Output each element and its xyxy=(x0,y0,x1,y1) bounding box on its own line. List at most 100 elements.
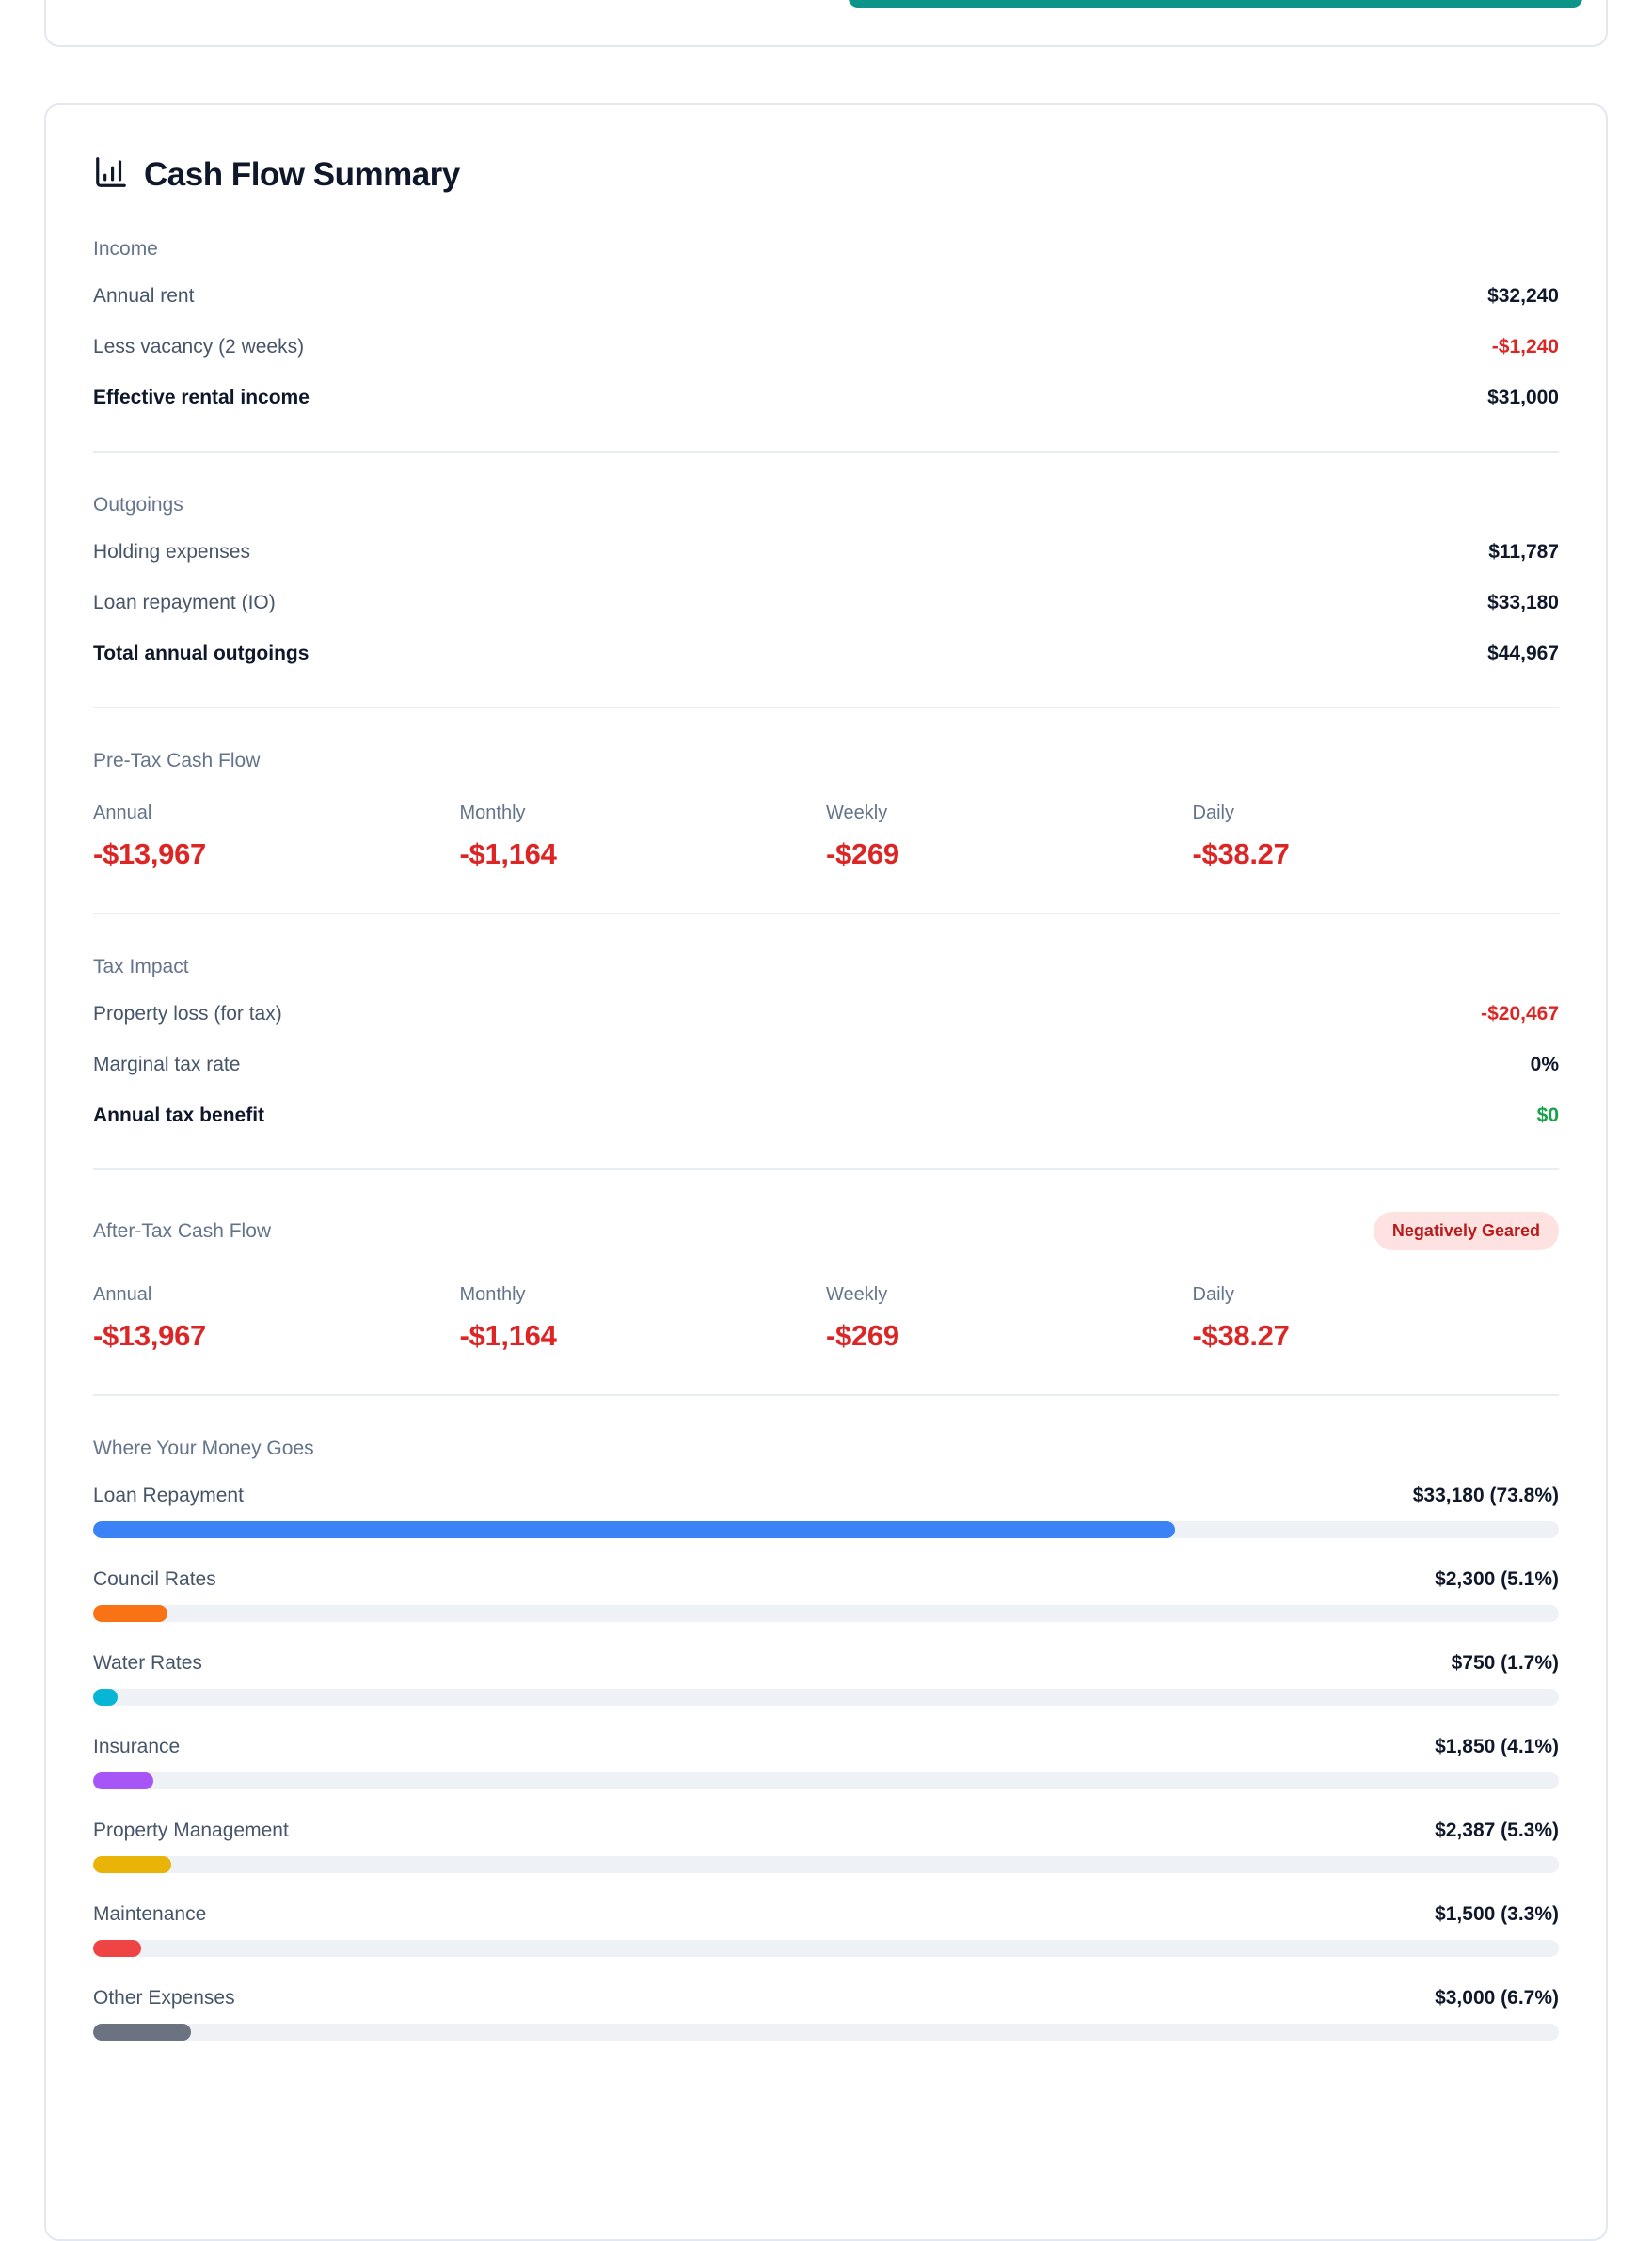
section-divider xyxy=(93,913,1559,914)
expense-row-maintenance: Maintenance $1,500 (3.3%) xyxy=(93,1903,1559,1957)
section-divider xyxy=(93,1168,1559,1170)
row-label: Loan repayment (IO) xyxy=(93,592,276,613)
metric-label: Daily xyxy=(1192,803,1234,823)
card-header: Cash Flow Summary xyxy=(93,154,1559,195)
income-row-annual-rent: Annual rent $32,240 xyxy=(93,285,1559,308)
row-label: Holding expenses xyxy=(93,541,250,563)
metric-monthly: Monthly -$1,164 xyxy=(460,803,827,871)
bar-chart-icon xyxy=(93,154,129,195)
metric-value: -$38.27 xyxy=(1192,837,1290,870)
expense-row-insurance: Insurance $1,850 (4.1%) xyxy=(93,1736,1559,1789)
expense-bar-fill xyxy=(93,1856,171,1873)
metric-label: Monthly xyxy=(459,803,526,823)
row-label: Property loss (for tax) xyxy=(93,1003,282,1025)
metric-weekly: Weekly -$269 xyxy=(826,1284,1193,1353)
income-row-effective: Effective rental income $31,000 xyxy=(93,387,1559,409)
aftertax-section: After-Tax Cash Flow Negatively Geared An… xyxy=(93,1212,1559,1353)
row-value: $31,000 xyxy=(1487,387,1559,408)
pretax-metrics: Annual -$13,967 Monthly -$1,164 Weekly -… xyxy=(93,803,1559,871)
metric-daily: Daily -$38.27 xyxy=(1193,803,1560,871)
metric-label: Annual xyxy=(93,1284,152,1305)
expense-label: Insurance xyxy=(93,1736,181,1757)
metric-label: Weekly xyxy=(826,1284,888,1305)
section-divider xyxy=(93,451,1559,453)
tax-impact-section: Tax Impact Property loss (for tax) -$20,… xyxy=(93,956,1559,1127)
metric-label: Monthly xyxy=(459,1284,526,1305)
metric-value: -$38.27 xyxy=(1192,1319,1290,1352)
row-label: Annual rent xyxy=(93,285,195,307)
metric-label: Daily xyxy=(1192,1284,1234,1305)
row-value: -$1,240 xyxy=(1491,336,1559,358)
cash-flow-summary-card: Cash Flow Summary Income Annual rent $32… xyxy=(44,103,1608,2241)
metric-value: -$1,164 xyxy=(459,837,557,870)
row-value: -$20,467 xyxy=(1481,1003,1559,1025)
section-divider xyxy=(93,707,1559,708)
pretax-header: Pre-Tax Cash Flow xyxy=(93,750,261,771)
aftertax-header: After-Tax Cash Flow xyxy=(93,1219,272,1242)
row-label: Effective rental income xyxy=(93,387,310,408)
breakdown-header: Where Your Money Goes xyxy=(93,1438,314,1459)
metric-annual: Annual -$13,967 xyxy=(93,1284,460,1353)
tax-row-benefit: Annual tax benefit $0 xyxy=(93,1105,1559,1127)
metric-label: Annual xyxy=(93,803,152,823)
row-label: Marginal tax rate xyxy=(93,1054,241,1075)
expense-bar-track xyxy=(93,2024,1559,2041)
outgoings-header: Outgoings xyxy=(93,494,183,516)
metric-annual: Annual -$13,967 xyxy=(93,803,460,871)
tax-row-property-loss: Property loss (for tax) -$20,467 xyxy=(93,1003,1559,1025)
previous-card-bottom xyxy=(44,0,1608,47)
expense-bar-track xyxy=(93,1605,1559,1622)
tax-impact-header: Tax Impact xyxy=(93,956,189,977)
expense-value: $750 (1.7%) xyxy=(1451,1652,1559,1674)
metric-daily: Daily -$38.27 xyxy=(1193,1284,1560,1353)
metric-value: -$269 xyxy=(826,1319,899,1352)
row-label: Less vacancy (2 weeks) xyxy=(93,336,305,358)
row-label: Annual tax benefit xyxy=(93,1105,265,1126)
expense-value: $2,300 (5.1%) xyxy=(1435,1568,1559,1590)
primary-action-button[interactable] xyxy=(849,0,1582,8)
metric-monthly: Monthly -$1,164 xyxy=(460,1284,827,1353)
expense-value: $33,180 (73.8%) xyxy=(1412,1485,1559,1506)
row-value: $33,180 xyxy=(1487,592,1559,613)
gearing-status-badge: Negatively Geared xyxy=(1373,1212,1559,1250)
metric-value: -$13,967 xyxy=(93,837,206,870)
metric-value: -$13,967 xyxy=(93,1319,206,1352)
expense-bar-fill xyxy=(93,1605,168,1622)
row-value: $0 xyxy=(1536,1105,1559,1126)
expense-bar-fill xyxy=(93,1521,1175,1538)
row-value: 0% xyxy=(1530,1054,1559,1075)
expense-value: $1,850 (4.1%) xyxy=(1435,1736,1559,1757)
expense-label: Council Rates xyxy=(93,1568,216,1590)
expense-label: Loan Repayment xyxy=(93,1485,244,1506)
expense-row-water-rates: Water Rates $750 (1.7%) xyxy=(93,1652,1559,1706)
metric-label: Weekly xyxy=(826,803,888,823)
expense-bar-fill xyxy=(93,2024,192,2041)
expense-value: $3,000 (6.7%) xyxy=(1435,1987,1559,2009)
metric-value: -$269 xyxy=(826,837,899,870)
expense-row-other-expenses: Other Expenses $3,000 (6.7%) xyxy=(93,1987,1559,2041)
pretax-section: Pre-Tax Cash Flow Annual -$13,967 Monthl… xyxy=(93,750,1559,871)
expense-bar-track xyxy=(93,1521,1559,1538)
aftertax-metrics: Annual -$13,967 Monthly -$1,164 Weekly -… xyxy=(93,1284,1559,1353)
expense-bar-fill xyxy=(93,1940,142,1957)
row-value: $11,787 xyxy=(1488,541,1559,563)
expense-bar-track xyxy=(93,1856,1559,1873)
row-label: Total annual outgoings xyxy=(93,643,310,664)
outgoings-section: Outgoings Holding expenses $11,787 Loan … xyxy=(93,494,1559,665)
outgoings-row-loan: Loan repayment (IO) $33,180 xyxy=(93,592,1559,614)
row-value: $44,967 xyxy=(1487,643,1559,664)
expense-row-property-management: Property Management $2,387 (5.3%) xyxy=(93,1820,1559,1873)
expense-value: $1,500 (3.3%) xyxy=(1435,1903,1559,1925)
expense-label: Water Rates xyxy=(93,1652,202,1674)
expense-label: Other Expenses xyxy=(93,1987,235,2009)
income-section: Income Annual rent $32,240 Less vacancy … xyxy=(93,238,1559,409)
expense-label: Property Management xyxy=(93,1820,289,1841)
section-divider xyxy=(93,1394,1559,1396)
expense-bar-track xyxy=(93,1772,1559,1789)
metric-value: -$1,164 xyxy=(459,1319,557,1352)
expense-bar-fill xyxy=(93,1689,119,1706)
expense-row-council-rates: Council Rates $2,300 (5.1%) xyxy=(93,1568,1559,1622)
aftertax-head: After-Tax Cash Flow Negatively Geared xyxy=(93,1212,1559,1250)
expense-bar-track xyxy=(93,1940,1559,1957)
expense-label: Maintenance xyxy=(93,1903,207,1925)
